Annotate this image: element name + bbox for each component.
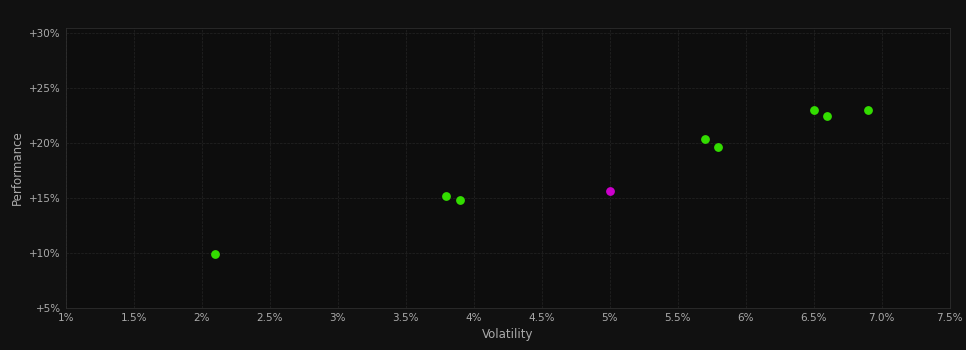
Point [711,144,726,149]
X-axis label: Volatility: Volatility [482,328,533,341]
Point [208,251,223,257]
Point [819,113,835,119]
Point [602,188,617,193]
Point [861,107,876,113]
Point [806,107,821,113]
Point [452,198,468,203]
Point [697,136,713,142]
Point [439,193,454,199]
Y-axis label: Performance: Performance [11,131,23,205]
